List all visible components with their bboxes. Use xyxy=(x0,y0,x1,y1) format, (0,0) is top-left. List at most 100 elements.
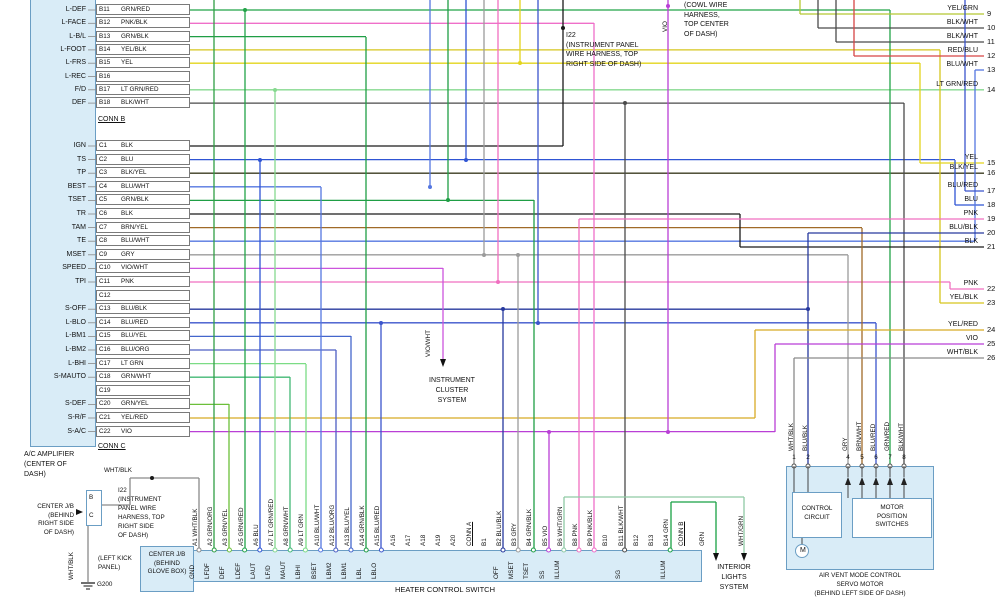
connector-pin xyxy=(591,547,597,553)
servo-label-line: AIR VENT MODE CONTROL xyxy=(818,572,902,579)
servo-control-line: CONTROL xyxy=(801,505,833,512)
center-jb-right-box xyxy=(86,490,102,526)
junction-dot xyxy=(536,321,540,325)
connector-pin xyxy=(667,547,673,553)
motor-symbol xyxy=(795,544,809,558)
junction-dot xyxy=(496,280,500,284)
connector-pin xyxy=(622,547,628,553)
switch-contact-icon xyxy=(901,477,907,485)
junction-dot xyxy=(150,476,154,480)
interior-lights-line: INTERIOR xyxy=(717,564,751,571)
servo-switch-line: MOTOR xyxy=(880,504,904,511)
junction-dot xyxy=(547,430,551,434)
switch-contact-icon xyxy=(873,477,879,485)
connector-pin xyxy=(211,547,217,553)
i22-left-line: (INSTRUMENT xyxy=(118,496,162,503)
center-jb-glove-line: CENTER J/B xyxy=(148,551,186,558)
connector-pin xyxy=(272,547,278,553)
interior-grn-wire-label: GRN xyxy=(699,532,706,546)
junction-dot xyxy=(623,101,627,105)
ac-amplifier-label: A/C AMPLIFIER (CENTER OF DASH) xyxy=(24,450,74,480)
switch-contact-icon xyxy=(845,477,851,485)
arrow-down-icon xyxy=(440,359,446,367)
junction-dot xyxy=(446,198,450,202)
junction-dot xyxy=(666,430,670,434)
i22-top-line: I22 xyxy=(566,32,576,39)
instrument-cluster-line: CLUSTER xyxy=(435,387,469,394)
servo-label-line: SERVO MOTOR xyxy=(836,581,884,588)
junction-dot xyxy=(516,253,520,257)
center-jb-glove-box xyxy=(140,546,194,592)
servo-control-circuit-box xyxy=(792,492,842,538)
i22-top-note: I22 (INSTRUMENT PANEL WIRE HARNESS, TOP … xyxy=(566,31,641,69)
junction-dot xyxy=(273,88,277,92)
servo-switch-line: POSITION xyxy=(876,512,908,520)
i22-left-line: HARNESS, TOP xyxy=(118,514,165,521)
switch-contact-icon xyxy=(887,477,893,485)
jb-wire-label: WHT/BLK xyxy=(104,467,132,474)
conn-b-label: CONN B xyxy=(98,116,126,123)
center-jb-right-line: OF DASH) xyxy=(43,528,74,536)
connector-pin xyxy=(333,547,339,553)
ground-id-label: G200 xyxy=(97,581,113,588)
connector-pin xyxy=(318,547,324,553)
cowl-note-line: HARNESS, xyxy=(684,11,720,19)
connector-pin xyxy=(363,547,369,553)
arrow-right-icon xyxy=(76,509,83,515)
i22-left-line: RIGHT SIDE xyxy=(118,523,154,530)
connector-pin xyxy=(576,547,582,553)
ac-amplifier-label-line: A/C AMPLIFIER xyxy=(24,451,75,458)
junction-dot xyxy=(806,307,810,311)
ac-amplifier-panel xyxy=(30,0,96,447)
i22-top-line: WIRE HARNESS, TOP xyxy=(566,51,639,58)
connector-pin xyxy=(500,547,506,553)
connector-pin xyxy=(530,547,536,553)
cowl-note-line: (COWL WIRE xyxy=(684,2,728,9)
junction-dot xyxy=(428,185,432,189)
cowl-note-line: TOP CENTER xyxy=(684,21,729,28)
junction-dot xyxy=(666,4,670,8)
i22-top-line: RIGHT SIDE OF DASH) xyxy=(566,60,642,68)
instrument-cluster-line: SYSTEM xyxy=(437,397,467,404)
instrument-cluster-line: INSTRUMENT xyxy=(429,377,475,384)
i22-left-line: PANEL WIRE xyxy=(118,505,157,512)
center-jb-right-label: CENTER J/B (BEHIND RIGHT SIDE OF DASH) xyxy=(16,503,74,537)
connector-pin xyxy=(348,547,354,553)
left-kick-line: PANEL) xyxy=(98,564,121,571)
ac-amplifier-label-line: (CENTER OF xyxy=(24,461,67,468)
arrow-down-icon xyxy=(713,553,719,561)
connector-pin xyxy=(242,547,248,553)
ground-wire-label: WHT/BLK xyxy=(68,552,75,580)
cowl-harness-note: (COWL WIRE HARNESS, TOP CENTER OF DASH) xyxy=(684,1,729,39)
jb-pin-b-label: B xyxy=(89,494,94,501)
junction-dot xyxy=(561,26,565,30)
heater-switch-bar xyxy=(190,550,702,582)
connector-pin xyxy=(287,547,293,553)
center-jb-glove-label: CENTER J/B (BEHIND GLOVE BOX) xyxy=(141,551,193,577)
junction-dot xyxy=(501,307,505,311)
servo-label-line: (BEHIND LEFT SIDE OF DASH) xyxy=(814,590,906,597)
connector-pin xyxy=(226,547,232,553)
servo-control-circuit-label: CONTROL CIRCUIT xyxy=(792,505,842,522)
switch-contact-icon xyxy=(859,477,865,485)
connector-pin xyxy=(515,547,521,553)
junction-dot xyxy=(518,61,522,65)
interior-lights-line: SYSTEM xyxy=(719,584,749,591)
junction-dot xyxy=(379,321,383,325)
servo-switches-label: MOTOR POSITION SWITCHES xyxy=(852,504,932,530)
connector-pin xyxy=(378,547,384,553)
center-jb-right-line: CENTER J/B xyxy=(37,503,74,510)
center-jb-glove-line: (BEHIND xyxy=(154,559,180,567)
left-kick-line: (LEFT KICK xyxy=(98,555,132,562)
center-jb-right-line: (BEHIND xyxy=(48,511,74,519)
i22-top-line: (INSTRUMENT PANEL xyxy=(566,41,639,49)
i22-left-line: I22 xyxy=(118,487,127,494)
jb-pin-c-label: C xyxy=(89,512,94,519)
heater-control-switch-label: HEATER CONTROL SWITCH xyxy=(394,585,495,594)
conn-c-label: CONN C xyxy=(98,443,126,450)
arrow-down-icon xyxy=(741,553,747,561)
i22-left-note: I22 (INSTRUMENT PANEL WIRE HARNESS, TOP … xyxy=(118,486,165,540)
motor-symbol-label: M xyxy=(800,547,806,554)
